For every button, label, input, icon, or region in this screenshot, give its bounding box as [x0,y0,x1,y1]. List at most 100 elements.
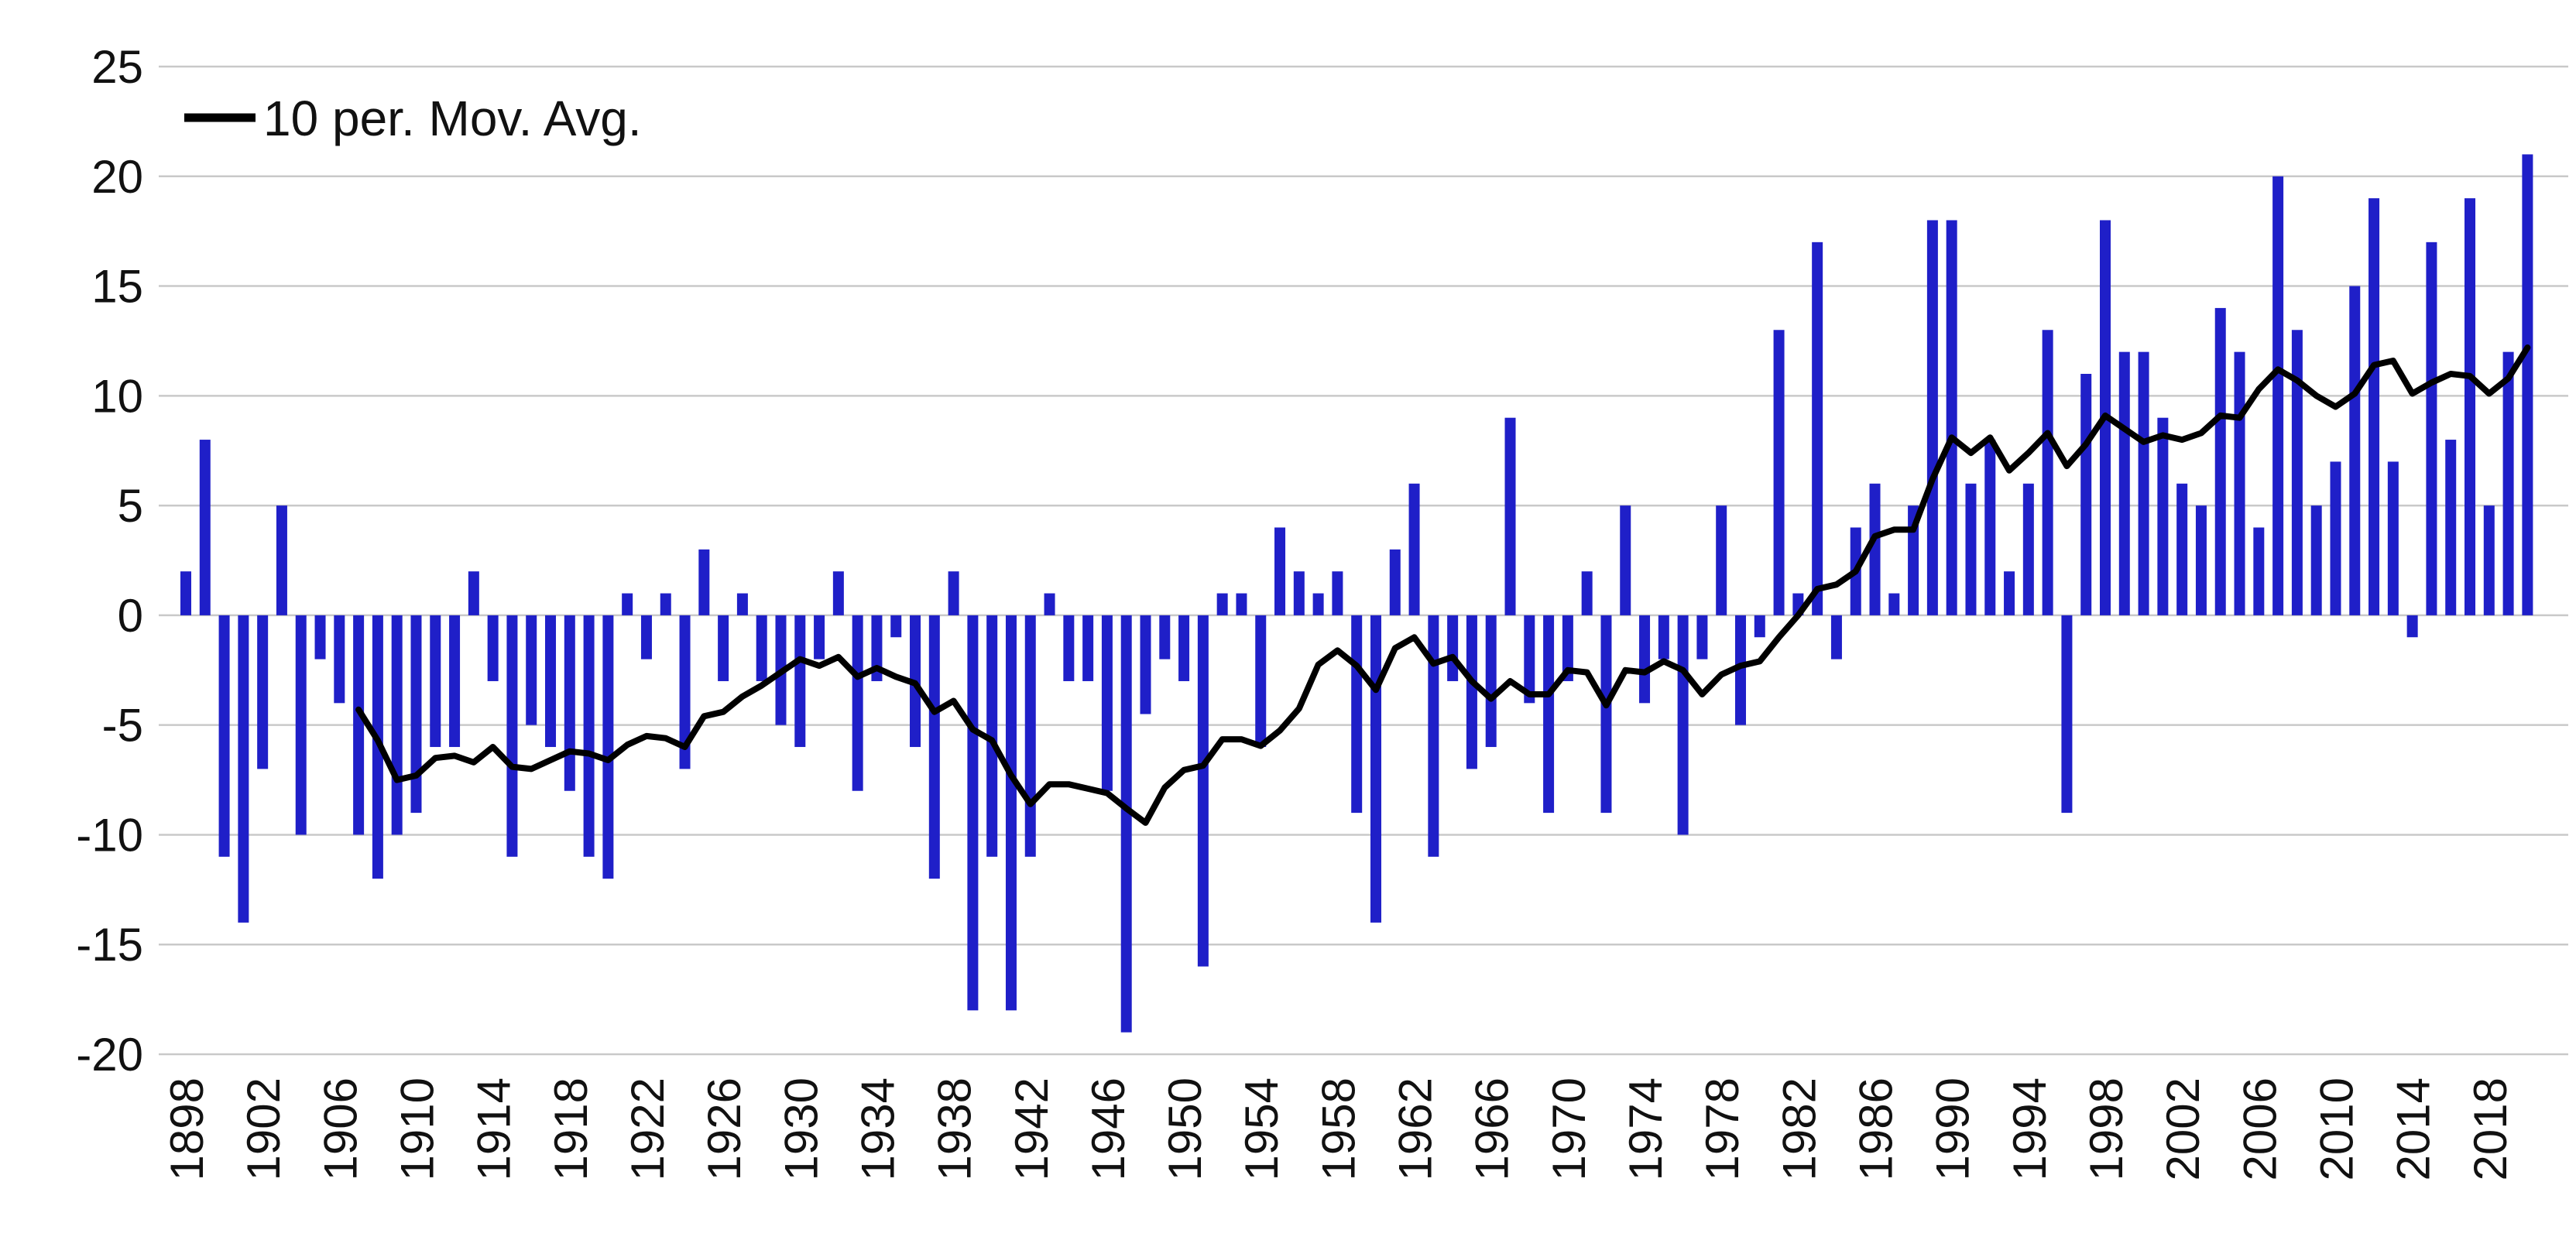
bar-2010 [2330,461,2341,615]
bar-1918 [564,615,575,791]
x-tick-label-1962: 1962 [1390,1077,1442,1180]
bar-1920 [602,615,614,879]
bar-1903 [276,505,287,615]
x-tick-label-1974: 1974 [1620,1077,1672,1180]
bar-2019 [2502,351,2514,615]
x-tick-label-1898: 1898 [161,1077,213,1180]
bar-1937 [928,615,940,879]
bar-1919 [583,615,595,857]
bar-1910 [410,615,422,814]
bar-1957 [1312,593,1324,615]
gridlines [159,65,2568,1056]
x-tick-label-1982: 1982 [1773,1077,1825,1180]
bar-1926 [718,615,729,681]
bar-1961 [1389,549,1401,615]
y-tick-label-10: 10 [91,370,143,422]
legend: 10 per. Mov. Avg. [184,91,642,146]
bar-1952 [1216,593,1228,615]
bar-1984 [1830,615,1842,659]
bar-1994 [2022,483,2034,615]
bar-1993 [2004,571,2015,615]
bar-1911 [430,615,441,748]
bar-1980 [1754,615,1765,638]
bar-1930 [794,615,806,748]
bar-1905 [314,615,326,659]
bar-1939 [967,615,979,1011]
bar-1981 [1773,330,1785,615]
bar-1968 [1524,615,1535,704]
bar-1999 [2118,351,2130,615]
x-tick-label-1914: 1914 [468,1077,520,1180]
bar-1972 [1600,615,1612,814]
bar-1987 [1888,593,1900,615]
bar-1940 [986,615,998,857]
bar-1946 [1101,615,1113,791]
bar-1990 [1946,220,1957,615]
bar-1938 [948,571,959,615]
bar-1941 [1005,615,1017,1011]
bar-1898 [180,571,191,615]
bar-1963 [1428,615,1439,857]
bar-1949 [1159,615,1171,659]
bar-1971 [1581,571,1593,615]
bar-1921 [622,593,633,615]
bar-1923 [660,593,671,615]
bar-1960 [1370,615,1381,923]
bar-1928 [756,615,767,681]
bar-1915 [506,615,518,857]
y-tick-label--10: -10 [76,809,143,861]
x-tick-label-1922: 1922 [622,1077,674,1180]
bar-1974 [1639,615,1651,704]
bar-1967 [1504,417,1516,615]
bar-1942 [1024,615,1036,857]
bar-1900 [218,615,230,857]
bar-1976 [1677,615,1689,835]
bar-1909 [391,615,403,835]
y-tick-label--15: -15 [76,919,143,971]
bar-1958 [1332,571,1343,615]
moving-average-series [355,344,2531,826]
bar-1922 [640,615,652,659]
x-tick-label-2014: 2014 [2388,1077,2440,1180]
bar-1964 [1447,615,1459,681]
x-tick-label-1910: 1910 [391,1077,443,1180]
axis-labels: 25 20 15 10 5 0 -5 -10 -15 -20 1898 1902 1906 1910 191… [76,41,2516,1180]
bar-1914 [487,615,499,681]
bar-1977 [1696,615,1708,659]
x-tick-label-1994: 1994 [2004,1077,2056,1180]
bar-1953 [1236,593,1247,615]
x-tick-label-1966: 1966 [1466,1077,1518,1180]
legend-label: 10 per. Mov. Avg. [263,91,642,146]
x-tick-label-1926: 1926 [698,1077,750,1180]
bar-1916 [526,615,537,725]
bar-1988 [1908,505,1919,615]
y-tick-label-15: 15 [91,261,143,313]
x-tick-label-1902: 1902 [238,1077,290,1180]
x-tick-label-1906: 1906 [314,1077,366,1180]
bar-1954 [1255,615,1267,748]
x-tick-label-1946: 1946 [1082,1077,1134,1180]
x-tick-label-1938: 1938 [929,1077,981,1180]
bar-1901 [238,615,249,923]
bar-1927 [736,593,748,615]
bar-1992 [1984,440,1996,615]
bar-1947 [1120,615,1132,1033]
moving-average-line [355,344,2531,826]
x-tick-label-2018: 2018 [2465,1077,2516,1180]
bar-1986 [1869,483,1881,615]
bar-1962 [1408,483,1420,615]
bar-1935 [890,615,902,638]
bar-series [180,154,2533,1033]
bar-1975 [1658,615,1669,659]
bar-2009 [2310,505,2322,615]
x-tick-label-1930: 1930 [775,1077,827,1180]
bar-1912 [449,615,461,748]
bar-2002 [2176,483,2188,615]
y-tick-label-5: 5 [118,480,143,532]
y-tick-label-20: 20 [91,151,143,203]
x-tick-label-1990: 1990 [1927,1077,1979,1180]
bar-2015 [2426,242,2437,615]
bar-1965 [1466,615,1477,769]
